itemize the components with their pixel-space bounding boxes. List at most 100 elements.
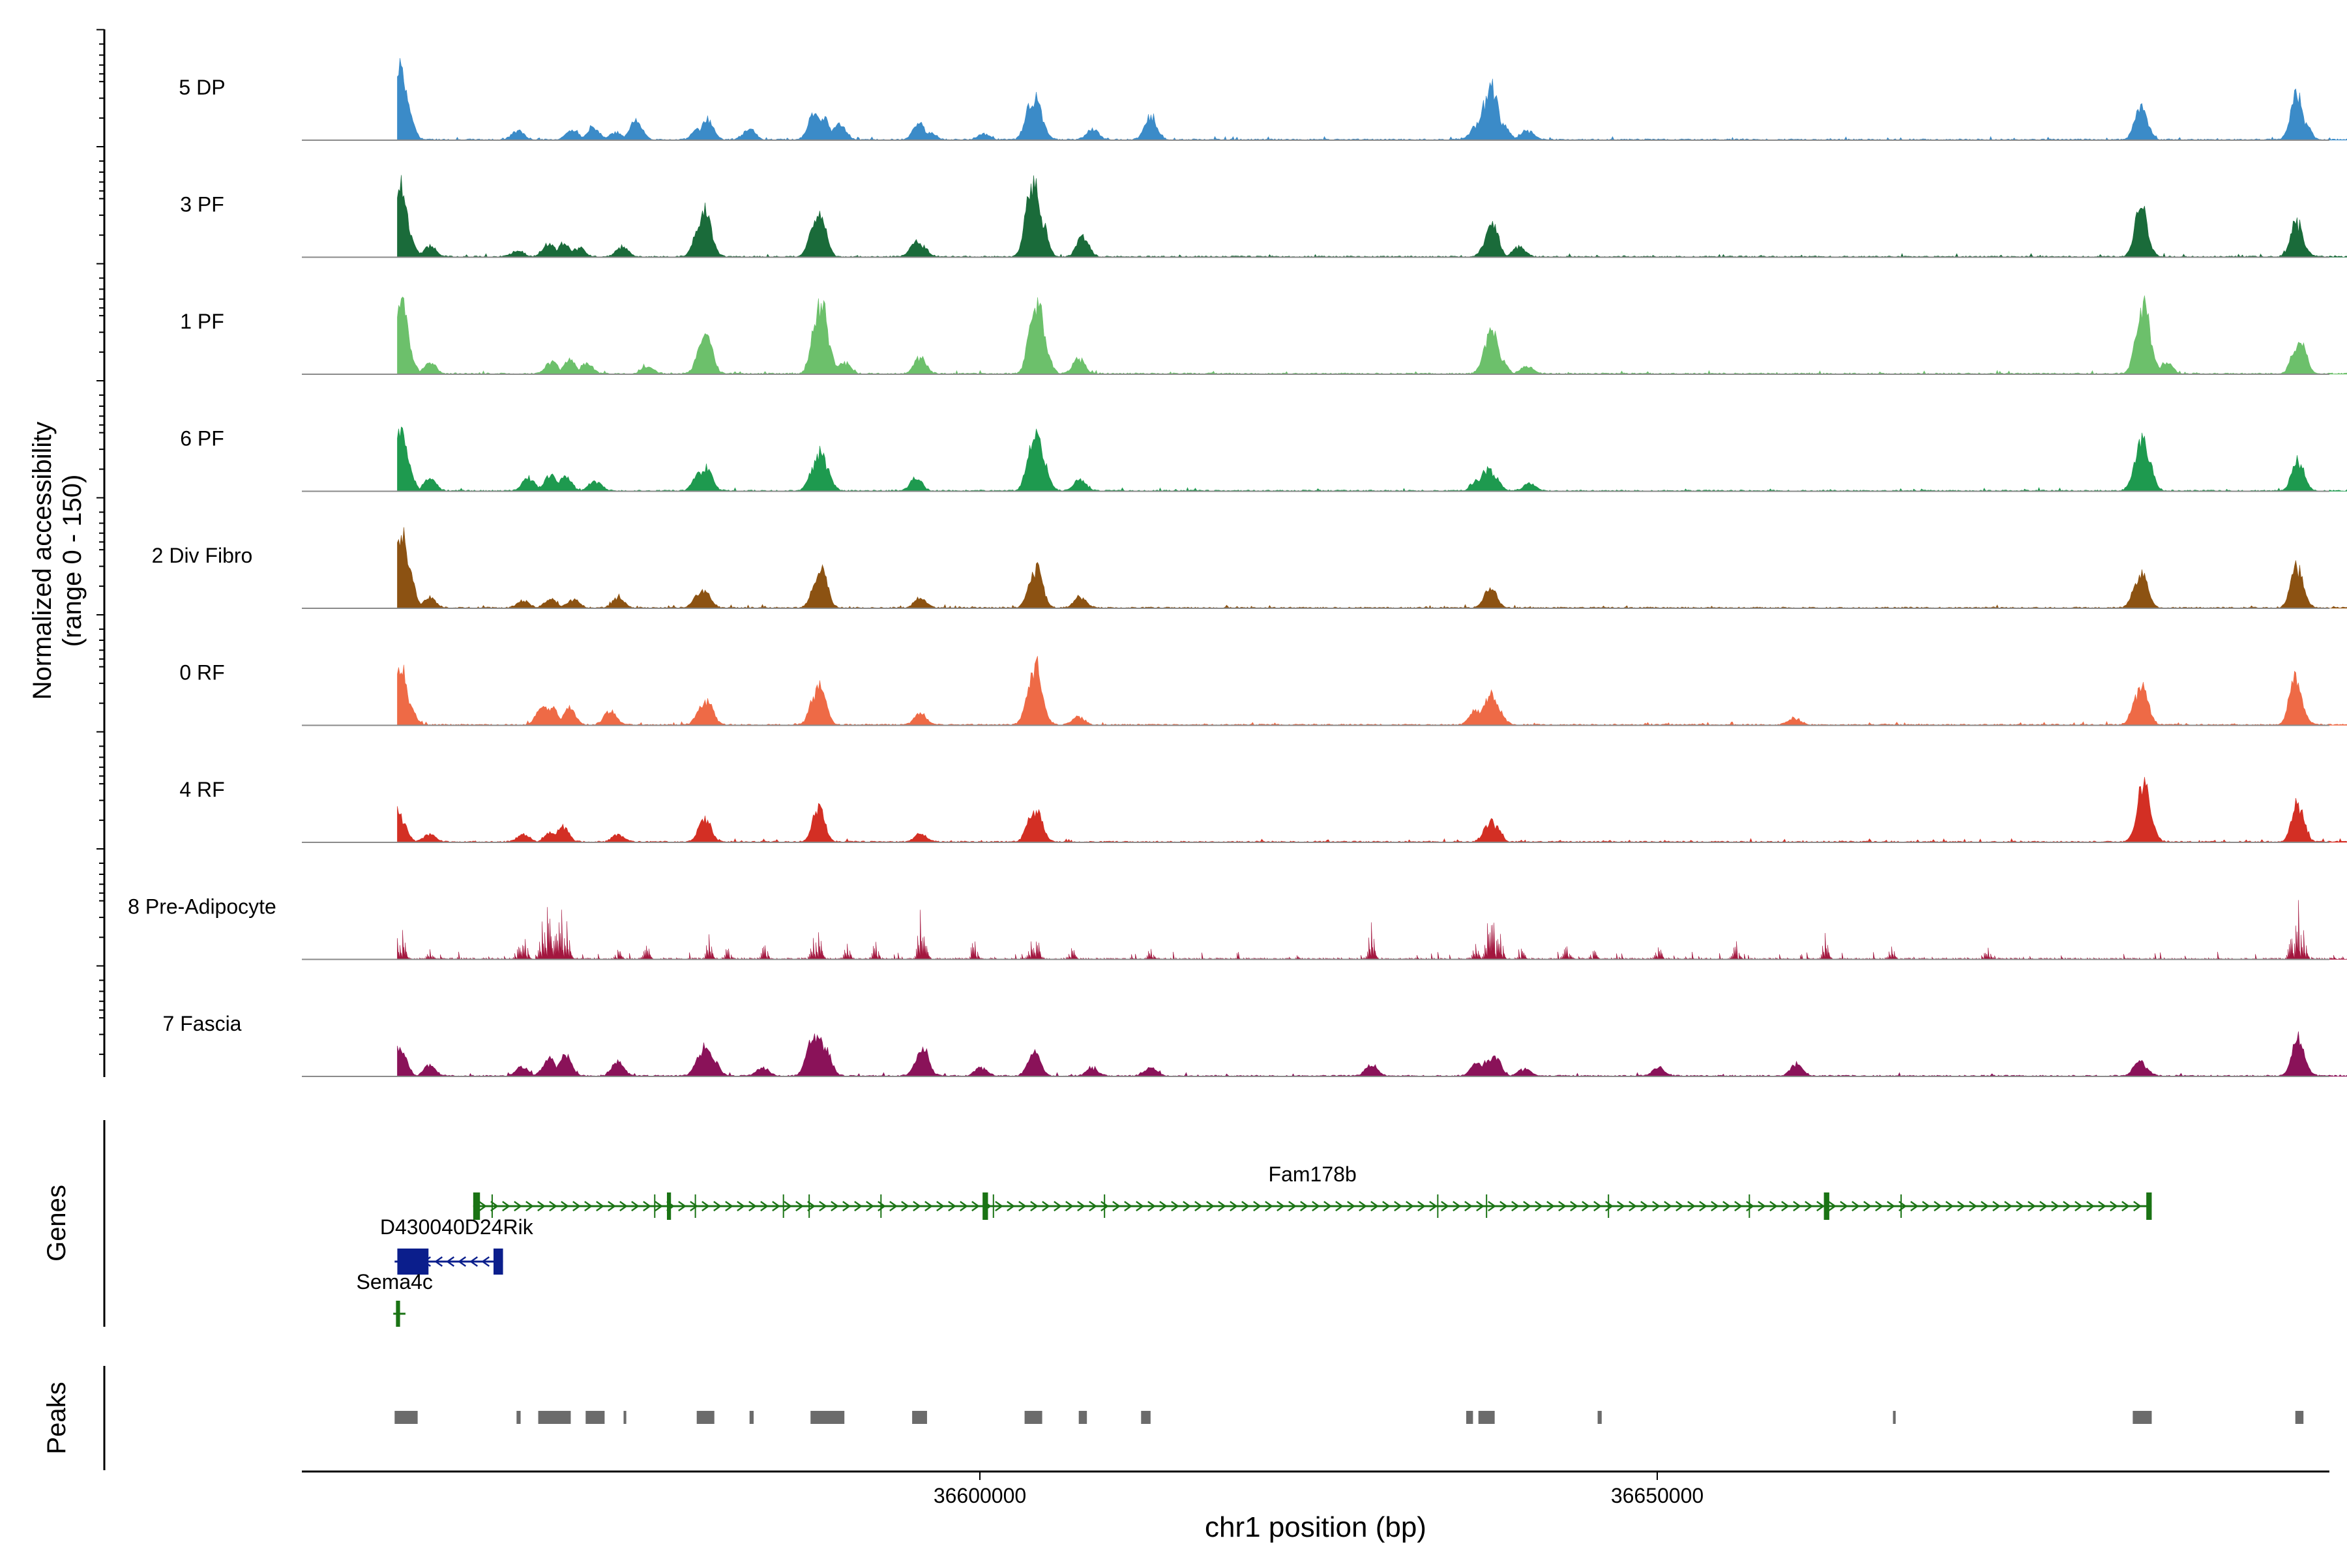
strand-chevron <box>1523 1201 1531 1211</box>
strand-chevron <box>1194 1201 1203 1211</box>
strand-chevron <box>434 1256 443 1267</box>
strand-chevron <box>1863 1201 1872 1211</box>
strand-chevron <box>701 1201 710 1211</box>
strand-chevron <box>1992 1201 2001 1211</box>
strand-chevron <box>1852 1201 1860 1211</box>
exon-block <box>2146 1192 2152 1220</box>
coverage-area <box>397 295 2347 375</box>
y-axis <box>96 29 106 1077</box>
y-axis-label-line2: (range 0 - 150) <box>58 475 87 647</box>
track-5-dp: 5 DP <box>179 57 2347 141</box>
exon-block <box>982 1192 988 1220</box>
track-1-pf: 1 PF <box>180 295 2347 375</box>
strand-chevron <box>1007 1201 1015 1211</box>
strand-chevron <box>1805 1201 1813 1211</box>
track-6-pf: 6 PF <box>180 426 2347 492</box>
strand-chevron <box>1089 1201 1097 1211</box>
peak-region <box>1078 1411 1087 1424</box>
peak-region <box>394 1411 418 1424</box>
x-axis-tick-label: 36600000 <box>934 1484 1026 1507</box>
track-label: 6 PF <box>180 427 224 451</box>
strand-chevron <box>643 1201 651 1211</box>
gene-label: Fam178b <box>1269 1162 1357 1186</box>
strand-chevron <box>514 1201 522 1211</box>
strand-chevron <box>1664 1201 1672 1211</box>
track-label: 1 PF <box>180 310 224 333</box>
strand-chevron <box>1159 1201 1168 1211</box>
track-4-rf: 4 RF <box>179 777 2347 843</box>
strand-chevron <box>479 1201 487 1211</box>
strand-chevron <box>608 1201 616 1211</box>
coverage-area <box>397 777 2347 843</box>
strand-chevron <box>1675 1201 1684 1211</box>
strand-chevron <box>748 1201 757 1211</box>
strand-chevron <box>1934 1201 1942 1211</box>
peak-region <box>2295 1411 2304 1424</box>
strand-chevron <box>1687 1201 1696 1211</box>
x-axis: 36600000 36650000 <box>934 1472 1704 1507</box>
peak-region <box>538 1411 571 1424</box>
peak-region <box>810 1411 845 1424</box>
strand-chevron <box>1875 1201 1883 1211</box>
strand-chevron <box>960 1201 968 1211</box>
track-label: 8 Pre-Adipocyte <box>128 895 276 919</box>
peak-region <box>696 1411 715 1424</box>
exon-block <box>493 1249 503 1275</box>
peak-region <box>1597 1411 1602 1424</box>
exon-block <box>666 1192 672 1220</box>
track-label: 3 PF <box>180 193 224 216</box>
strand-chevron <box>2039 1201 2048 1211</box>
strand-chevron <box>1828 1201 1837 1211</box>
coverage-area <box>397 175 2347 258</box>
track-3-pf: 3 PF <box>180 175 2347 258</box>
exon-block <box>473 1192 480 1220</box>
gene-fam178b: Fam178b <box>473 1162 2152 1220</box>
peak-region <box>1893 1411 1896 1424</box>
gene-sema4c: Sema4c <box>357 1270 433 1327</box>
strand-chevron <box>1746 1201 1754 1211</box>
strand-chevron <box>1183 1201 1191 1211</box>
strand-chevron <box>1605 1201 1614 1211</box>
strand-chevron <box>1969 1201 1977 1211</box>
strand-chevron <box>1652 1201 1661 1211</box>
strand-chevron <box>1499 1201 1508 1211</box>
strand-chevron <box>948 1201 956 1211</box>
strand-chevron <box>1042 1201 1050 1211</box>
coverage-area <box>397 527 2347 609</box>
strand-chevron <box>1758 1201 1766 1211</box>
strand-chevron <box>2110 1201 2118 1211</box>
strand-chevron <box>1136 1201 1144 1211</box>
coverage-area <box>397 1031 2347 1077</box>
peak-region <box>1141 1411 1151 1424</box>
strand-chevron <box>924 1201 933 1211</box>
strand-chevron <box>1394 1201 1402 1211</box>
strand-chevron <box>1359 1201 1367 1211</box>
x-axis-label: chr1 position (bp) <box>1205 1511 1426 1543</box>
strand-chevron <box>2051 1201 2059 1211</box>
coverage-area <box>397 900 2347 960</box>
strand-chevron <box>795 1201 804 1211</box>
strand-chevron <box>1323 1201 1332 1211</box>
strand-chevron <box>1640 1201 1649 1211</box>
strand-chevron <box>481 1256 490 1267</box>
peak-region <box>1478 1411 1495 1424</box>
track-8-pre-adipocyte: 8 Pre-Adipocyte <box>128 895 2347 960</box>
strand-chevron <box>995 1201 1003 1211</box>
strand-chevron <box>854 1201 863 1211</box>
strand-chevron <box>1335 1201 1344 1211</box>
strand-chevron <box>584 1201 593 1211</box>
track-7-fascia: 7 Fascia <box>163 1012 2347 1077</box>
strand-chevron <box>525 1201 534 1211</box>
strand-chevron <box>1981 1201 1989 1211</box>
strand-chevron <box>1417 1201 1426 1211</box>
strand-chevron <box>1441 1201 1449 1211</box>
strand-chevron <box>490 1201 499 1211</box>
peak-region <box>1024 1411 1042 1424</box>
y-axis-label-line1: Normalized accessibility <box>28 422 57 700</box>
exon-block <box>396 1301 400 1327</box>
strand-chevron <box>1535 1201 1543 1211</box>
peak-regions <box>394 1411 2304 1424</box>
exon-block <box>1823 1192 1829 1220</box>
